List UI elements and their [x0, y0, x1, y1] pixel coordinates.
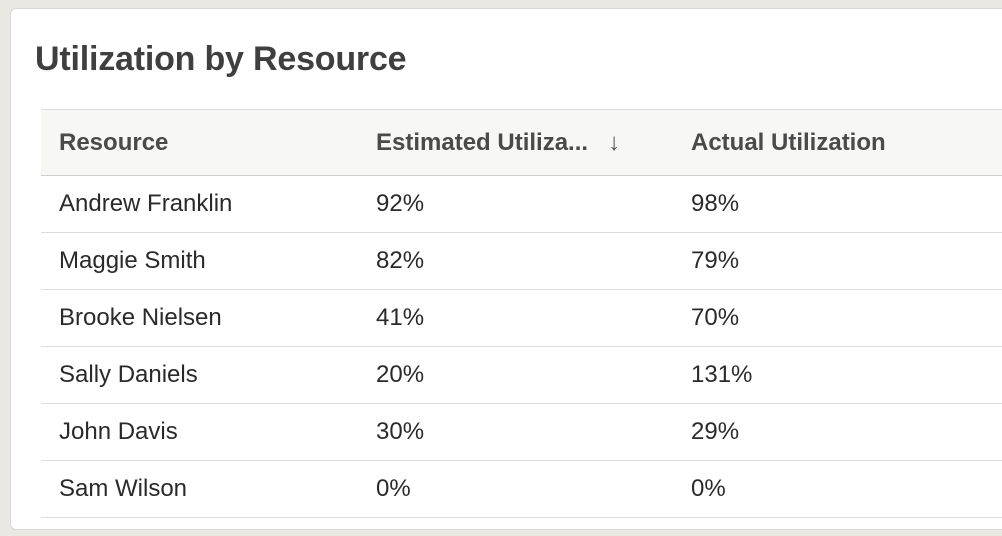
column-header-actual-utilization[interactable]: Actual Utilization [691, 128, 886, 156]
resource-name-cell: Brooke Nielsen [59, 304, 222, 331]
actual-utilization-cell: 29% [691, 418, 740, 445]
table-row: Sam Wilson 0% 0% [41, 461, 1002, 518]
actual-utilization-cell: 0% [691, 475, 726, 502]
resource-name-cell: John Davis [59, 418, 178, 445]
resource-name-cell: Andrew Franklin [59, 190, 233, 217]
resource-name-cell: Sally Daniels [59, 361, 198, 388]
column-header-estimated-utilization[interactable]: Estimated Utiliza... ↓ [358, 129, 675, 157]
column-header-estimated-label: Estimated Utiliza... [376, 128, 589, 156]
estimated-utilization-cell: 82% [376, 247, 425, 274]
arrow-down-icon[interactable]: ↓ [608, 128, 621, 156]
table-row: Maggie Smith 82% 79% [41, 233, 1002, 290]
resource-name-cell: Sam Wilson [59, 475, 188, 502]
actual-utilization-cell: 70% [691, 304, 740, 331]
table-row: John Davis 30% 29% [41, 404, 1002, 461]
estimated-utilization-cell: 0% [376, 475, 411, 502]
table-row: Sally Daniels 20% 131% [41, 347, 1002, 404]
resource-name-cell: Maggie Smith [59, 247, 206, 274]
table-row: Andrew Franklin 92% 98% [41, 176, 1002, 233]
estimated-utilization-cell: 30% [376, 418, 425, 445]
actual-utilization-cell: 98% [691, 190, 740, 217]
utilization-table: Resource Estimated Utiliza... ↓ Actual U… [41, 109, 1002, 518]
estimated-utilization-cell: 92% [376, 190, 425, 217]
utilization-card: Utilization by Resource Resource Estimat… [10, 8, 1002, 530]
actual-utilization-cell: 79% [691, 247, 740, 274]
estimated-utilization-cell: 41% [376, 304, 425, 331]
card-title: Utilization by Resource [35, 40, 407, 78]
column-header-resource[interactable]: Resource [59, 128, 169, 156]
estimated-utilization-cell: 20% [376, 361, 425, 388]
table-header-row: Resource Estimated Utiliza... ↓ Actual U… [41, 109, 1002, 176]
actual-utilization-cell: 131% [691, 361, 753, 388]
table-row: Brooke Nielsen 41% 70% [41, 290, 1002, 347]
